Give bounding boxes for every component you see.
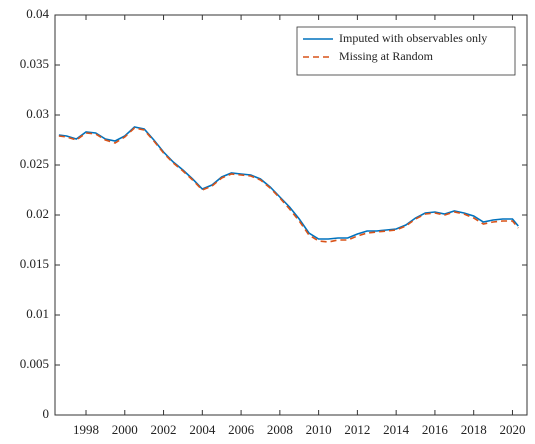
- x-tick-label: 2014: [383, 422, 410, 437]
- legend-label: Missing at Random: [339, 49, 434, 63]
- x-tick-label: 1998: [73, 422, 99, 437]
- y-tick-label: 0.04: [26, 6, 49, 21]
- x-tick-label: 2004: [189, 422, 216, 437]
- x-tick-label: 2006: [228, 422, 255, 437]
- y-tick-label: 0.035: [20, 56, 49, 71]
- x-tick-label: 2016: [422, 422, 449, 437]
- series-line: [58, 126, 519, 240]
- x-tick-label: 2002: [151, 422, 177, 437]
- y-tick-label: 0: [43, 406, 50, 421]
- x-tick-label: 2010: [306, 422, 332, 437]
- x-tick-label: 2020: [499, 422, 525, 437]
- x-tick-label: 2000: [112, 422, 138, 437]
- y-tick-label: 0.02: [26, 206, 49, 221]
- x-tick-label: 2008: [267, 422, 293, 437]
- y-tick-label: 0.01: [26, 306, 49, 321]
- series-line: [58, 127, 519, 243]
- legend-box: [296, 26, 516, 76]
- y-tick-label: 0.03: [26, 106, 49, 121]
- x-tick-label: 2012: [344, 422, 370, 437]
- x-tick-label: 2018: [461, 422, 487, 437]
- legend-label: Imputed with observables only: [339, 31, 487, 45]
- plot-frame: [54, 14, 528, 416]
- y-tick-label: 0.015: [20, 256, 49, 271]
- y-tick-label: 0.005: [20, 356, 49, 371]
- y-tick-label: 0.025: [20, 156, 49, 171]
